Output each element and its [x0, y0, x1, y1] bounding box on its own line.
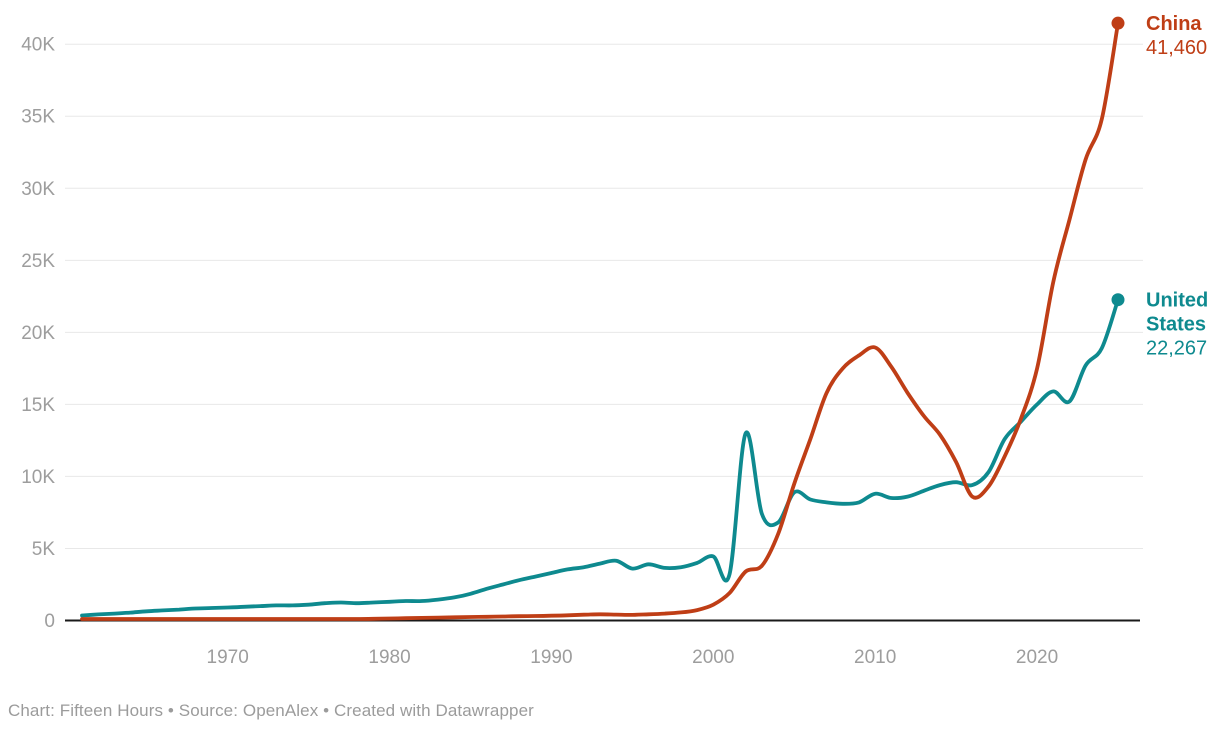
chart-footer: Chart: Fifteen Hours • Source: OpenAlex …	[8, 701, 534, 720]
y-axis-tick-label: 0	[44, 611, 55, 632]
x-axis-tick-label: 2000	[692, 647, 734, 668]
series-end-value-united-states: 22,267	[1146, 338, 1207, 360]
series-end-label-united-states: United	[1146, 290, 1208, 312]
y-axis-tick-label: 30K	[21, 179, 55, 200]
series-line-united-states	[80, 297, 1120, 618]
y-axis-tick-label: 40K	[21, 35, 55, 56]
series-end-label-china: China	[1146, 13, 1202, 35]
y-axis-tick-label: 15K	[21, 395, 55, 416]
x-axis-tick-label: 1990	[530, 647, 572, 668]
y-axis-tick-label: 25K	[21, 251, 55, 272]
series-line-china	[80, 21, 1120, 621]
x-axis-tick-label: 1970	[207, 647, 249, 668]
y-axis-tick-label: 35K	[21, 107, 55, 128]
series-end-dot-china	[1111, 16, 1125, 30]
y-axis-tick-label: 5K	[32, 539, 56, 560]
y-axis-tick-label: 10K	[21, 467, 55, 488]
series-end-value-china: 41,460	[1146, 37, 1207, 59]
x-axis-tick-label: 1980	[368, 647, 410, 668]
series-end-label-united-states: States	[1146, 314, 1206, 336]
line-chart: 0 5K 10K 15K 20K 25K 30K 35K 40K 1970 1980 1990 2000…	[21, 13, 1208, 668]
x-axis-tick-label: 2020	[1016, 647, 1058, 668]
y-axis-tick-label: 20K	[21, 323, 55, 344]
series-end-dot-united-states	[1111, 293, 1125, 307]
x-axis-tick-label: 2010	[854, 647, 896, 668]
